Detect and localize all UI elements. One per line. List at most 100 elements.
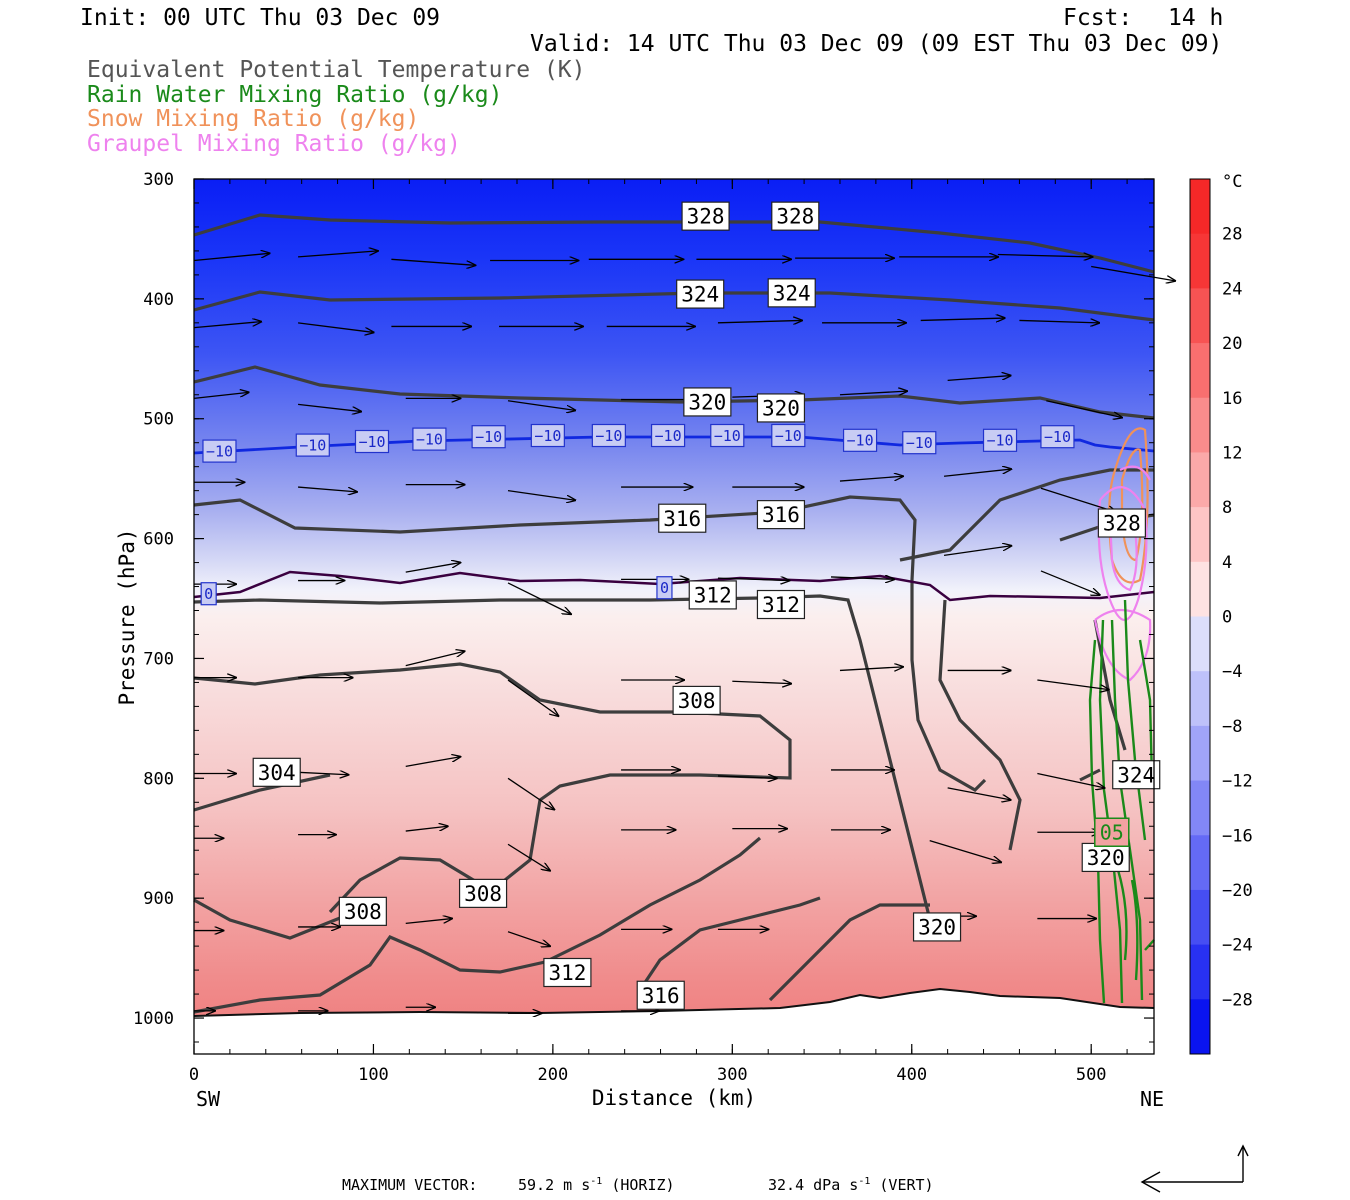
y-tick-label: 700 (143, 649, 174, 669)
isotherm-label-box (771, 423, 806, 448)
colorbar-tick-label: 0 (1222, 608, 1232, 628)
x-tick-label: 400 (896, 1065, 927, 1085)
legend-theta-e: Equivalent Potential Temperature (K) (87, 57, 586, 83)
colorbar-band (1190, 835, 1210, 891)
theta-e-label: 328 (1097, 508, 1146, 538)
theta-e-label: 308 (458, 878, 508, 908)
rain-contour-labels: 05 (1094, 817, 1130, 848)
colorbar-tick-label: −8 (1222, 717, 1242, 737)
isotherm-label-box (1040, 425, 1075, 449)
theta-e-label: 308 (338, 896, 387, 926)
colorbar-band (1190, 671, 1210, 727)
x-right-label: NE (1140, 1087, 1164, 1111)
wind-vector (920, 318, 1005, 320)
theta-e-label-box (681, 201, 730, 231)
wind-vector (507, 843, 550, 870)
wind-vector (298, 251, 378, 258)
colorbar-tick-label: −4 (1222, 662, 1242, 682)
theta-e-label-text: 324 (773, 281, 811, 305)
reference-vector-icon (1140, 1144, 1249, 1193)
isotherm-label-text: −10 (847, 432, 874, 450)
colorbar-band (1190, 999, 1210, 1055)
wind-vector (1046, 400, 1122, 418)
theta-e-label-box (1081, 842, 1130, 873)
theta-e-label-text: 324 (681, 283, 719, 307)
plot-frame (193, 178, 1155, 1055)
theta-e-label-box (672, 685, 721, 716)
theta-e-label: 320 (756, 393, 806, 423)
isotherm-label: 0 (656, 576, 673, 600)
isotherm-label-text: 0 (660, 579, 669, 597)
wind-vector (193, 322, 261, 329)
wind-vector (717, 320, 802, 322)
x-left-label: SW (196, 1087, 221, 1111)
colorbar-tick-label: 12 (1222, 443, 1242, 463)
x-axis-label: Distance (km) (592, 1086, 756, 1110)
wind-vector (507, 679, 558, 716)
theta-e-label-box (767, 278, 816, 308)
isotherm-label-text: −10 (986, 432, 1013, 450)
theta-e-label: 308 (672, 685, 721, 716)
wind-vector (507, 777, 554, 809)
isotherm-label-text: −10 (655, 427, 682, 445)
wind-vector (405, 563, 461, 573)
theta-e-label-box (676, 279, 725, 309)
theta-e-label: 324 (767, 278, 816, 308)
colorbar-band (1190, 452, 1210, 508)
colorbar-tick-label: −24 (1222, 936, 1253, 956)
isotherm-label-box (354, 429, 390, 454)
isotherm-label-text: −10 (358, 433, 385, 451)
colorbar-band (1190, 397, 1210, 453)
forecast-label: Fcst: (1063, 5, 1133, 31)
theta-e-label-text: 312 (548, 961, 586, 985)
theta-e-label-text: 324 (1117, 763, 1155, 787)
theta-e-label: 320 (912, 912, 962, 942)
wind-vector (943, 546, 1011, 557)
x-tick-label: 100 (358, 1065, 389, 1085)
x-tick-label: 500 (1076, 1065, 1107, 1085)
theta-e-label-text: 320 (918, 916, 956, 940)
isotherm-label-box (650, 423, 686, 448)
y-tick-label: 600 (143, 530, 174, 550)
colorbar-band (1190, 944, 1210, 1000)
colorbar-tick-label: 28 (1222, 225, 1242, 245)
colorbar-band (1190, 179, 1210, 235)
colorbar-frame (1189, 178, 1211, 1055)
colorbar-tick-label: −12 (1222, 772, 1253, 792)
max-horiz-value: 59.2 m s-1 (HORIZ) (518, 1176, 675, 1194)
isotherm-label-text: −10 (206, 442, 233, 460)
isotherm-label-box (530, 423, 565, 448)
theta-e-label-box (338, 896, 387, 926)
theta-e-label-text: 320 (688, 391, 726, 415)
theta-e-label-box (683, 387, 732, 417)
wind-vector (947, 787, 1011, 800)
y-tick-label: 300 (143, 170, 174, 190)
theta-e-label-text: 312 (762, 593, 800, 617)
wind-vector (405, 826, 448, 832)
isotherm-label: −10 (771, 423, 806, 448)
wind-vector (1019, 320, 1099, 322)
colorbar-tick-label: 4 (1222, 553, 1232, 573)
y-tick-label: 500 (143, 410, 174, 430)
theta-e-label-text: 316 (642, 984, 680, 1008)
isotherm-label: −10 (412, 427, 447, 451)
y-tick-label: 800 (143, 769, 174, 789)
isotherm-label: −10 (982, 428, 1018, 452)
isotherm-label-text: −10 (1044, 428, 1071, 446)
theta-e-label-text: 312 (694, 583, 732, 607)
x-tick-label: 300 (717, 1065, 748, 1085)
theta-e-label: 328 (771, 201, 820, 231)
wind-vector (1037, 772, 1104, 788)
isotherm-label-text: −10 (475, 428, 502, 446)
wind-vector (997, 255, 1092, 257)
wind-vector (717, 578, 789, 580)
theta-e-label-text: 328 (776, 205, 814, 229)
max-vector-label: MAXIMUM VECTOR: (342, 1176, 478, 1194)
forecast-hour: 14 h (1168, 5, 1224, 31)
wind-vector (298, 772, 348, 774)
y-tick-label: 400 (143, 290, 174, 310)
y-tick-label: 1000 (133, 1009, 174, 1029)
theta-e-label: 312 (543, 957, 592, 988)
isotherm-label-box (656, 576, 673, 600)
